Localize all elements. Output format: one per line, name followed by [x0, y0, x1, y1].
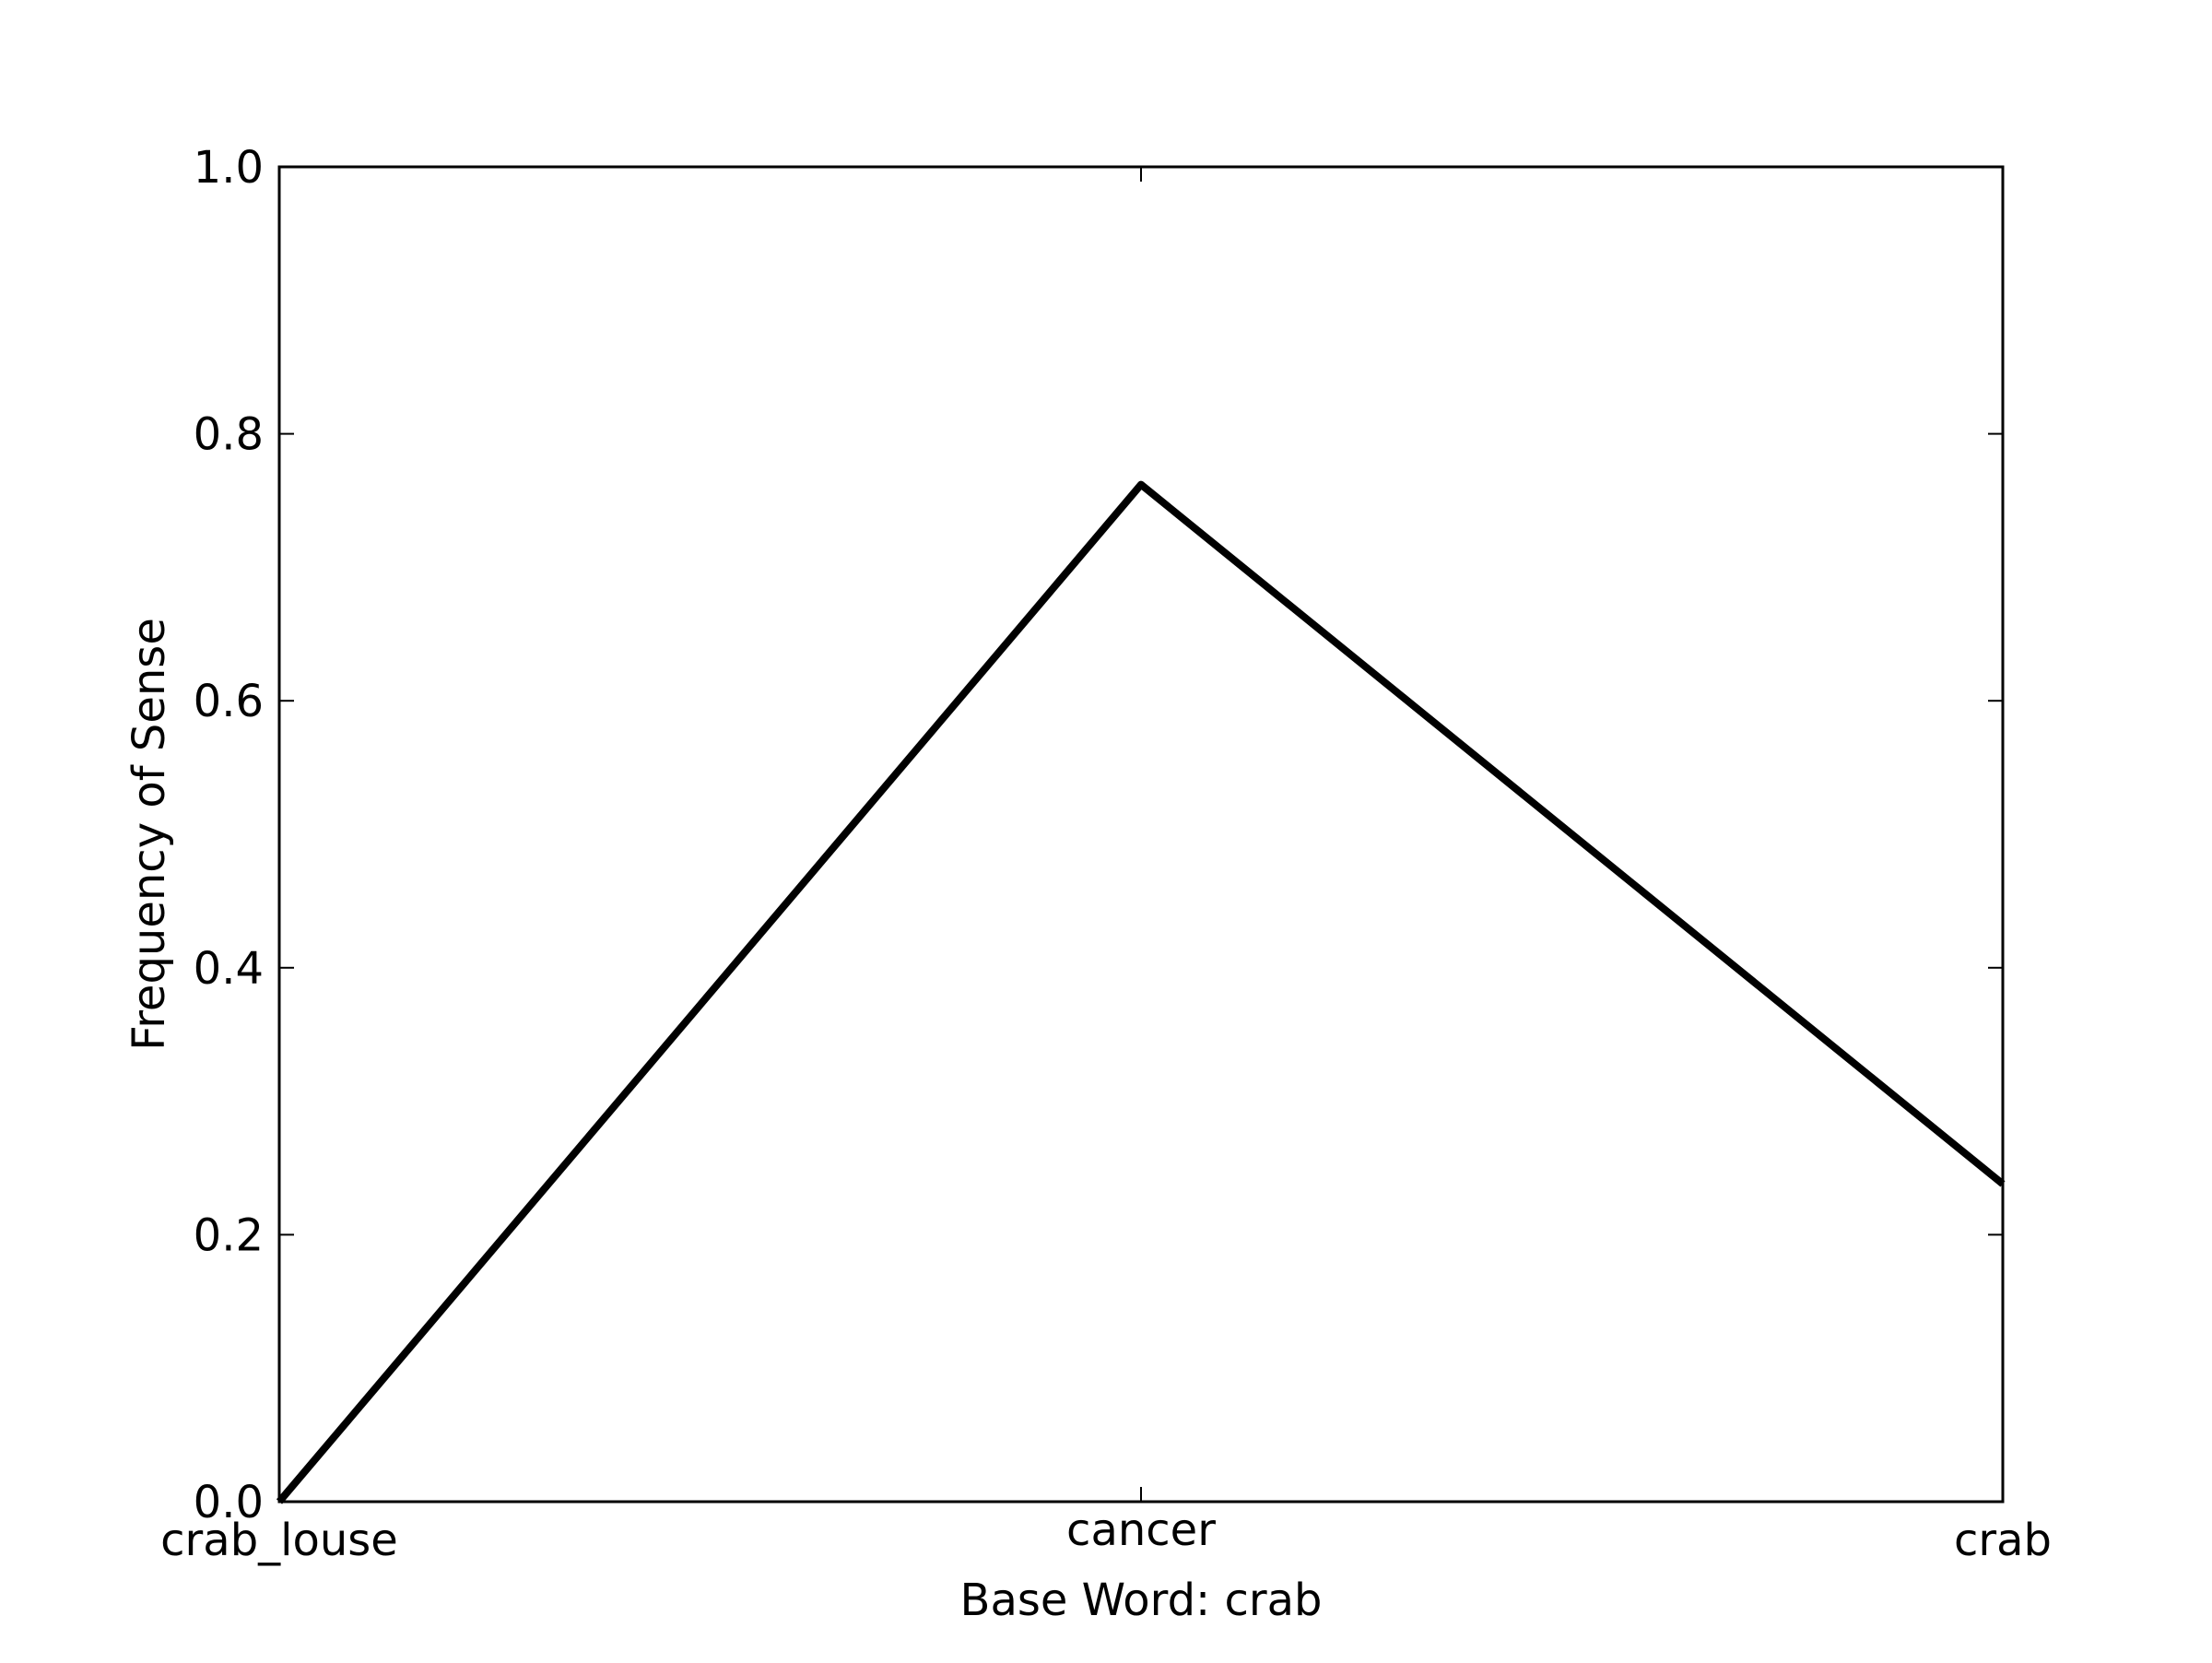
y-tick-label: 1.0	[194, 142, 264, 194]
x-axis-label: Base Word: crab	[960, 1575, 1323, 1626]
ticks-layer	[278, 166, 2004, 1503]
x-tick-label: crab	[1954, 1515, 2052, 1566]
labels-layer: 0.0 0.2 0.4 0.6 0.8 1.0 crab_louse cancer crab	[160, 142, 2052, 1566]
plot-frame	[277, 165, 2005, 1504]
x-tick-label: crab_louse	[160, 1515, 398, 1566]
y-tick-label: 0.4	[194, 943, 264, 995]
y-tick-label: 0.2	[194, 1209, 264, 1261]
y-axis-label: Frequency of Sense	[124, 618, 175, 1051]
series-layer	[276, 480, 2006, 1504]
x-tick-label: cancer	[1066, 1504, 1216, 1556]
y-tick-label: 0.6	[194, 676, 264, 727]
series-line	[276, 480, 2006, 1504]
y-tick-label: 0.0	[194, 1477, 264, 1528]
y-tick-label: 0.8	[194, 409, 264, 461]
